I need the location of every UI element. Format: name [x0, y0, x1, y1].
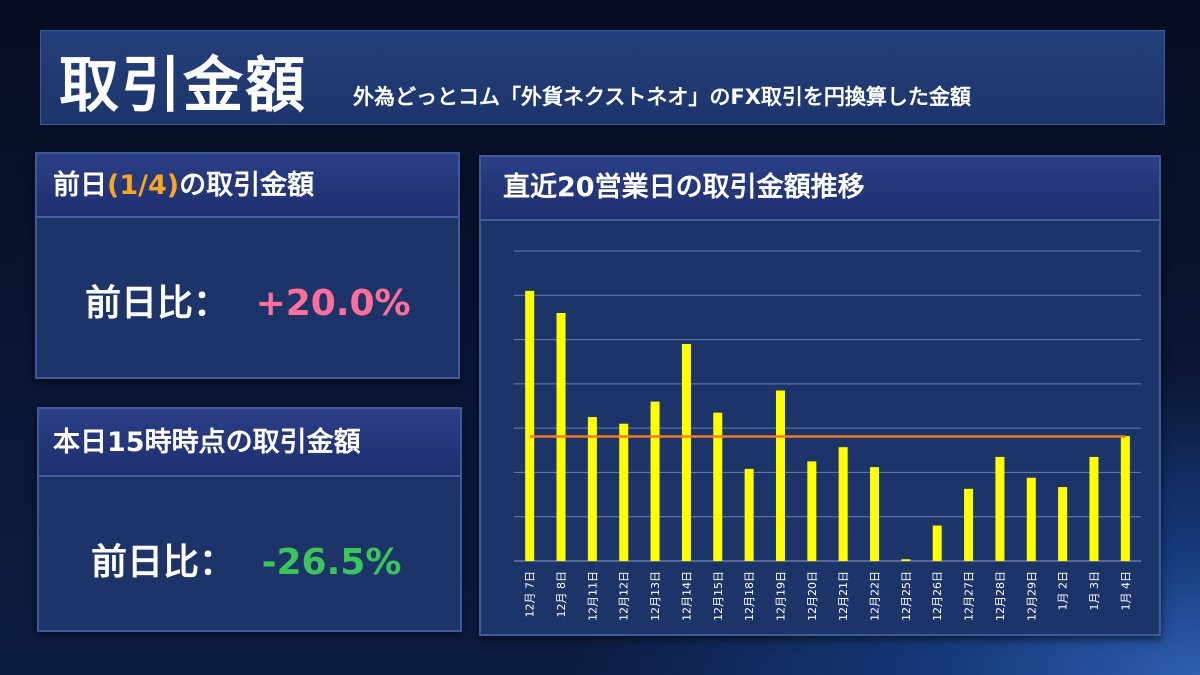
bar [838, 447, 848, 561]
today-stat: 前日比： -26.5% [91, 533, 401, 585]
x-tick-label: 12月 8日 [555, 571, 568, 618]
bar [775, 390, 785, 561]
bar [619, 423, 629, 561]
bar [807, 461, 817, 561]
bar [587, 417, 597, 561]
bar [713, 412, 723, 561]
page-title: 取引金額 [59, 51, 307, 121]
today-change-label: 前日比： [91, 542, 236, 583]
today-change-value: -26.5% [261, 542, 402, 583]
bar-chart: 12月 7日 12月 8日 12月11日 12月12日 12月13日 12月14日 12月1… [514, 250, 1141, 621]
x-tick-label: 12月20日 [806, 571, 819, 621]
bar [650, 401, 660, 561]
chart-panel: 直近20営業日の取引金額推移 12月 7日 12月 8日 12月11日 12月12日 1… [479, 155, 1161, 636]
x-tick-label: 12月19日 [774, 571, 787, 621]
bar [1058, 487, 1068, 561]
x-tick-label: 12月28日 [994, 571, 1007, 621]
bar [932, 525, 942, 561]
chart-panel-title: 直近20営業日の取引金額推移 [481, 157, 1159, 221]
prev-day-title-date: (1/4) [107, 170, 180, 201]
prev-day-change-label: 前日比： [85, 283, 230, 324]
x-tick-label: 1月 3日 [1088, 571, 1101, 611]
x-tick-label: 12月11日 [586, 571, 599, 621]
bar [995, 456, 1005, 561]
x-tick-label: 1月 2日 [1057, 571, 1070, 611]
x-tick-label: 12月14日 [680, 571, 693, 621]
prev-day-title-prefix: 前日 [53, 170, 107, 201]
prev-day-change-value: +20.0% [255, 283, 411, 324]
bar [870, 467, 880, 561]
x-tick-label: 12月25日 [900, 571, 913, 621]
prev-day-title-suffix: の取引金額 [179, 170, 315, 201]
x-tick-label: 12月13日 [649, 571, 662, 621]
bar [1089, 456, 1099, 561]
today-panel-title: 本日15時時点の取引金額 [39, 409, 460, 477]
prev-day-panel-title: 前日(1/4)の取引金額 [37, 154, 458, 218]
x-tick-label: 12月21日 [837, 571, 850, 621]
bar [1026, 477, 1036, 561]
bar [525, 290, 535, 561]
prev-day-stat: 前日比： +20.0% [85, 274, 411, 326]
header-bar: 取引金額 外為どっとコム「外貨ネクストネオ」のFX取引を円換算した金額 [40, 30, 1165, 125]
bar [964, 488, 974, 561]
x-tick-label: 12月12日 [618, 571, 631, 621]
page-subtitle: 外為どっとコム「外貨ネクストネオ」のFX取引を円換算した金額 [353, 85, 971, 109]
bar [681, 344, 691, 561]
bar [901, 559, 911, 561]
today-panel: 本日15時時点の取引金額 前日比： -26.5% [37, 407, 462, 632]
x-tick-label: 12月22日 [869, 571, 882, 621]
x-tick-label: 1月 4日 [1119, 571, 1132, 611]
bar [1120, 436, 1130, 561]
bar [744, 468, 754, 561]
x-tick-label: 12月18日 [743, 571, 756, 621]
x-tick-label: 12月 7日 [524, 571, 537, 618]
x-tick-label: 12月26日 [931, 571, 944, 621]
x-tick-label: 12月29日 [1025, 571, 1038, 621]
x-tick-label: 12月27日 [963, 571, 976, 621]
x-tick-label: 12月15日 [712, 571, 725, 621]
prev-day-panel: 前日(1/4)の取引金額 前日比： +20.0% [35, 152, 460, 379]
